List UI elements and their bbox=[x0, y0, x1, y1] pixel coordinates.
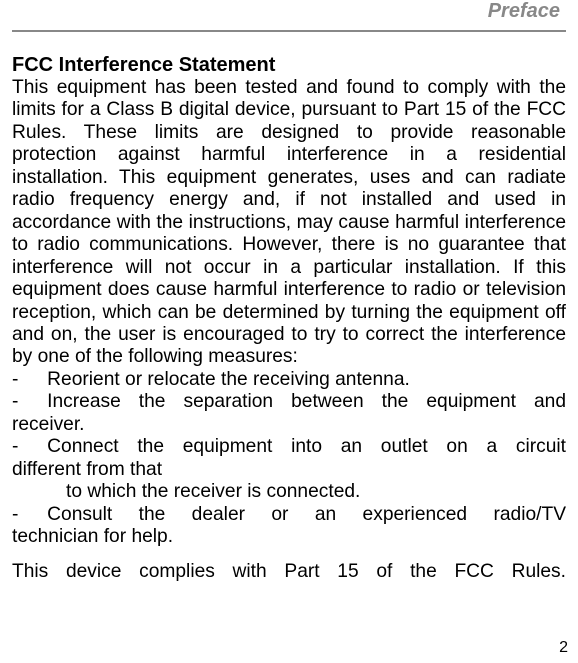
bullet-3a: - Connect the equipment into an outlet o… bbox=[12, 436, 566, 458]
header-rule bbox=[12, 30, 566, 32]
page-number: 2 bbox=[559, 639, 568, 657]
page: Preface FCC Interference Statement This … bbox=[0, 0, 578, 663]
bullet-1: - Reorient or relocate the receiving ant… bbox=[12, 369, 566, 391]
section-heading: FCC Interference Statement bbox=[12, 54, 566, 77]
body-paragraph: This equipment has been tested and found… bbox=[12, 77, 566, 369]
bullet-4b: technician for help. bbox=[12, 526, 566, 548]
bullet-3b: different from that bbox=[12, 459, 566, 481]
bullet-2a: - Increase the separation between the eq… bbox=[12, 391, 566, 413]
bullet-3c: to which the receiver is connected. bbox=[12, 481, 566, 503]
closing-paragraph: This device complies with Part 15 of the… bbox=[12, 561, 566, 583]
bullet-4a: - Consult the dealer or an experienced r… bbox=[12, 504, 566, 526]
header-title: Preface bbox=[12, 0, 566, 24]
bullet-2b: receiver. bbox=[12, 414, 566, 436]
